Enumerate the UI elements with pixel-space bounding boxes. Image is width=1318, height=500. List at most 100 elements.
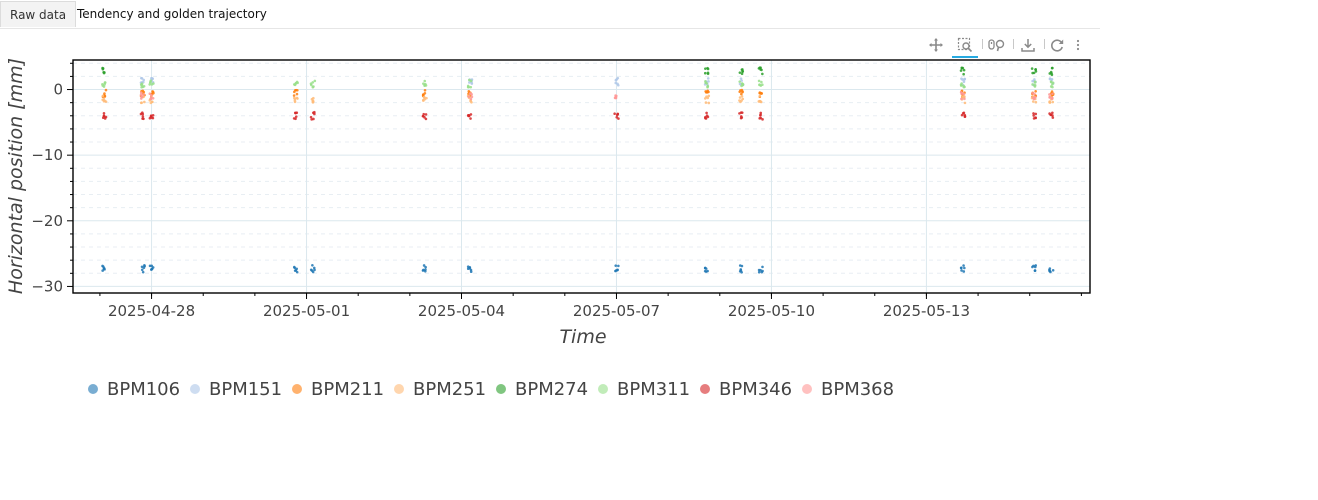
point-bpm368 [467, 95, 470, 99]
point-bpm106 [757, 270, 761, 274]
point-bpm151 [1033, 78, 1036, 81]
toolbar-separator [1044, 39, 1045, 49]
legend-label: BPM346 [719, 378, 793, 400]
point-bpm106 [963, 266, 966, 270]
y-tick-label: −30 [31, 277, 63, 295]
point-bpm106 [757, 268, 761, 272]
point-bpm211 [292, 94, 296, 97]
point-bpm106 [312, 266, 316, 270]
y-axis-title: Horizontal position [mm] [5, 58, 27, 294]
point-bpm346 [424, 113, 428, 116]
point-bpm106 [1031, 265, 1034, 269]
legend-label: BPM211 [311, 378, 385, 400]
point-bpm311 [1051, 82, 1054, 86]
point-bpm346 [466, 114, 470, 117]
point-bpm346 [103, 117, 107, 120]
legend-item-bpm346[interactable]: BPM346 [700, 378, 792, 400]
y-axis: 0 −10 −20 −30 [31, 62, 73, 295]
point-bpm106 [959, 266, 963, 270]
point-bpm274 [1050, 66, 1054, 70]
tab-raw-data[interactable]: Raw data [0, 1, 77, 27]
more-icon[interactable] [1068, 34, 1088, 56]
point-bpm346 [960, 113, 964, 117]
point-bpm346 [294, 115, 298, 118]
legend-swatch [598, 384, 608, 394]
point-bpm346 [294, 117, 297, 121]
point-bpm346 [469, 117, 472, 120]
point-bpm251 [295, 96, 299, 100]
point-bpm151 [1050, 77, 1054, 81]
legend-item-bpm106[interactable]: BPM106 [88, 378, 180, 400]
point-bpm311 [140, 83, 144, 87]
point-bpm368 [469, 92, 472, 95]
point-bpm346 [963, 113, 967, 117]
point-bpm346 [102, 112, 106, 115]
point-bpm368 [140, 95, 143, 99]
point-bpm346 [1032, 112, 1035, 115]
point-bpm251 [139, 101, 143, 105]
point-bpm106 [960, 269, 963, 272]
legend-item-bpm274[interactable]: BPM274 [496, 378, 588, 400]
legend-item-bpm368[interactable]: BPM368 [802, 378, 894, 400]
point-bpm311 [741, 82, 744, 86]
point-bpm346 [1051, 116, 1055, 119]
point-bpm368 [960, 97, 963, 101]
point-bpm211 [151, 90, 155, 94]
point-bpm274 [1050, 72, 1053, 75]
x-tick-label: 2025-04-28 [108, 302, 195, 320]
point-bpm368 [1048, 95, 1052, 99]
point-bpm251 [707, 94, 711, 98]
legend-item-bpm251[interactable]: BPM251 [394, 378, 486, 400]
point-bpm106 [141, 270, 145, 274]
point-bpm368 [1031, 96, 1035, 100]
point-bpm151 [739, 77, 743, 80]
point-bpm251 [1034, 100, 1038, 104]
point-bpm368 [1033, 92, 1036, 96]
point-bpm151 [963, 78, 966, 81]
point-bpm151 [738, 82, 742, 86]
point-bpm346 [1051, 111, 1054, 115]
pan-icon[interactable] [923, 34, 949, 56]
point-bpm106 [1049, 270, 1052, 274]
tab-tendency-golden-trajectory[interactable]: Tendency and golden trajectory [77, 7, 267, 21]
point-bpm151 [615, 78, 619, 81]
legend-item-bpm151[interactable]: BPM151 [190, 378, 282, 400]
legend-swatch [496, 384, 506, 394]
point-bpm311 [423, 84, 426, 87]
point-bpm151 [961, 78, 964, 81]
point-bpm211 [760, 91, 763, 95]
point-bpm251 [102, 100, 106, 103]
point-bpm346 [141, 117, 144, 120]
point-bpm151 [142, 78, 145, 82]
point-bpm311 [959, 83, 963, 87]
point-bpm311 [757, 79, 761, 83]
point-bpm368 [470, 95, 474, 99]
point-bpm151 [616, 82, 619, 86]
point-bpm106 [617, 264, 620, 268]
point-bpm274 [704, 67, 707, 70]
point-bpm311 [310, 83, 313, 87]
wheel-zoom-icon[interactable] [984, 34, 1010, 56]
legend-swatch [394, 384, 404, 394]
scatter-chart[interactable]: 2025-04-28 2025-05-01 2025-05-04 2025-05-07… [0, 0, 1318, 380]
legend-item-bpm311[interactable]: BPM311 [598, 378, 690, 400]
point-bpm311 [102, 85, 106, 88]
point-bpm368 [613, 96, 617, 100]
point-bpm211 [1034, 90, 1037, 93]
point-bpm106 [738, 269, 742, 273]
legend-item-bpm211[interactable]: BPM211 [292, 378, 384, 400]
toolbar-separator [982, 39, 983, 49]
point-bpm346 [421, 114, 425, 118]
point-bpm251 [1048, 100, 1051, 103]
grid-lines [73, 60, 1090, 293]
point-bpm311 [466, 85, 470, 89]
point-bpm346 [759, 113, 762, 116]
point-bpm368 [142, 93, 146, 96]
point-bpm346 [704, 116, 707, 120]
box-zoom-icon[interactable] [952, 34, 978, 58]
point-bpm106 [424, 265, 427, 269]
point-bpm311 [1033, 83, 1037, 87]
save-icon[interactable] [1015, 34, 1041, 56]
y-tick-label: −20 [31, 212, 63, 230]
reset-icon[interactable] [1044, 34, 1070, 56]
